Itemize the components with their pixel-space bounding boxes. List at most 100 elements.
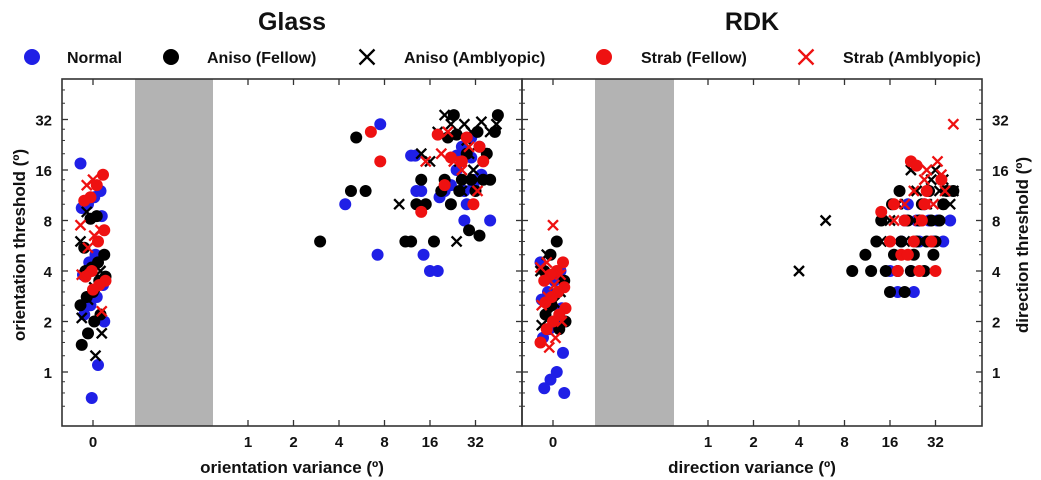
glass-panel: 1 2 4 8 16 32 0 1 2 4 8 16 32 [35, 78, 523, 451]
data-point [895, 235, 908, 248]
data-point [875, 205, 888, 218]
data-point [891, 265, 904, 277]
data-point [473, 229, 486, 242]
data-point [339, 198, 352, 211]
data-point [927, 248, 940, 261]
y-tick-label: 1 [44, 365, 52, 382]
data-point [458, 214, 471, 227]
y-tick-label: 16 [992, 163, 1009, 180]
data-point [314, 235, 327, 248]
data-point [415, 173, 428, 186]
data-point [455, 173, 468, 186]
data-point [547, 219, 559, 232]
data-point [427, 235, 440, 248]
data-point [456, 185, 468, 197]
data-point [944, 198, 956, 211]
data-point [947, 118, 960, 131]
data-point [453, 184, 466, 197]
data-point [87, 283, 99, 296]
rdk-panel: 1 2 4 8 16 32 0 1 2 4 8 16 32 [521, 78, 1009, 451]
data-point [450, 235, 463, 248]
data-point [555, 315, 568, 328]
data-point [444, 198, 457, 211]
data-point [82, 293, 94, 306]
legend: Normal Aniso (Fellow) Aniso (Amblyopic) Str… [24, 48, 981, 67]
glass-panel-title: Glass [258, 8, 326, 36]
y-tick-label: 16 [35, 163, 52, 180]
data-point [95, 327, 108, 340]
data-point [879, 265, 892, 277]
data-point [469, 184, 482, 197]
data-point [888, 214, 900, 227]
data-point [456, 164, 468, 176]
data-point [925, 214, 938, 227]
data-point [415, 205, 428, 218]
x-tick-label: 16 [882, 434, 899, 451]
y-tick-label: 2 [44, 315, 52, 332]
data-point [82, 241, 94, 254]
data-point [78, 241, 91, 254]
data-point [460, 131, 473, 144]
data-point [933, 214, 946, 227]
y-tick-label: 8 [44, 214, 52, 231]
data-point [898, 285, 911, 298]
data-point [898, 198, 911, 211]
legend-label: Normal [67, 50, 122, 67]
data-point [467, 164, 480, 176]
data-point [463, 140, 475, 153]
data-point [84, 212, 97, 225]
data-point [88, 229, 101, 242]
data-point [557, 256, 569, 269]
series-aniso-amblyopic [74, 109, 503, 362]
data-point [471, 173, 484, 186]
legend-label: Aniso (Fellow) [207, 50, 316, 67]
series-strab-amblyopic [534, 118, 960, 354]
data-point [455, 155, 468, 168]
legend-item-3: Aniso (Amblyopic) [358, 48, 545, 67]
x-tick-label: 8 [380, 434, 388, 451]
data-point [419, 155, 432, 168]
data-point [97, 168, 109, 181]
y-tick-label: 32 [35, 113, 52, 130]
axis-break-shading [135, 79, 213, 426]
legend-item-2: Aniso (Fellow) [163, 49, 316, 67]
data-point [918, 173, 931, 186]
data-point [95, 305, 108, 318]
data-point [74, 219, 87, 232]
data-point [424, 155, 436, 168]
legend-label: Aniso (Amblyopic) [404, 50, 545, 67]
data-point [884, 285, 896, 298]
data-point [350, 131, 363, 144]
data-point [374, 118, 387, 131]
data-point [393, 198, 405, 211]
data-point [438, 179, 451, 192]
data-point [371, 248, 384, 261]
data-point [438, 109, 451, 121]
data-point [875, 214, 888, 227]
data-point [944, 214, 957, 227]
legend-item-5: Strab (Amblyopic) [797, 48, 981, 67]
data-point [887, 198, 900, 211]
data-point [484, 173, 497, 186]
data-point [554, 268, 567, 281]
data-point [557, 346, 569, 359]
x-tick-label: 4 [795, 434, 804, 451]
data-point [364, 125, 377, 138]
data-point [490, 118, 503, 131]
data-point [471, 185, 484, 197]
data-point [471, 125, 484, 138]
legend-item-4: Strab (Fellow) [596, 49, 747, 67]
data-point [374, 155, 387, 168]
data-point [445, 118, 457, 131]
data-point [550, 235, 563, 248]
x-tick-label: 1 [244, 434, 252, 451]
axis-break-shading [595, 79, 674, 426]
data-point [918, 198, 931, 211]
data-point [442, 126, 454, 138]
data-point [344, 184, 357, 197]
data-point [74, 299, 87, 312]
data-point [82, 327, 94, 340]
data-point [75, 312, 88, 324]
data-point [98, 224, 111, 237]
y-tick-label: 4 [992, 264, 1001, 281]
